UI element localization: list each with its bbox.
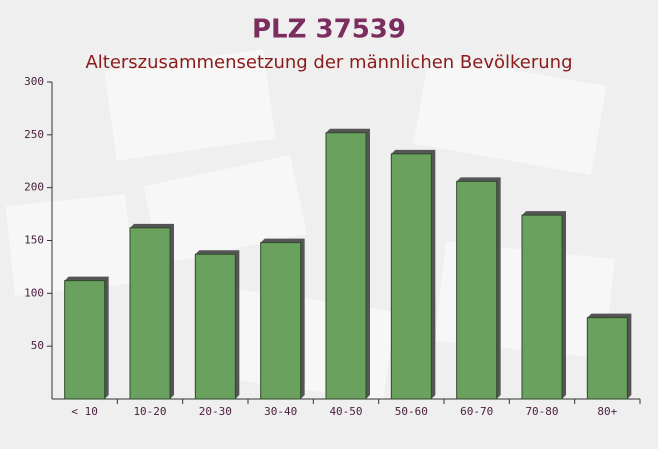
chart-subtitle: Alterszusammensetzung der männlichen Bev… (85, 52, 572, 73)
y-tick-label: 50 (31, 339, 44, 352)
x-tick-label: 20-30 (199, 405, 232, 418)
bar (390, 153, 432, 400)
y-tick-label: 100 (24, 286, 44, 299)
y-tick-label: 200 (24, 181, 44, 194)
x-tick-label: 40-50 (329, 405, 362, 418)
bar (456, 180, 498, 400)
x-tick-label: < 10 (71, 405, 98, 418)
x-tick-label: 80+ (597, 405, 617, 418)
x-tick-label: 10-20 (133, 405, 166, 418)
x-tick-label: 50-60 (395, 405, 428, 418)
x-tick-label: 30-40 (264, 405, 297, 418)
bar (64, 280, 106, 400)
bar (325, 132, 367, 400)
x-tick-label: 70-80 (525, 405, 558, 418)
y-tick-label: 250 (24, 128, 44, 141)
bar (586, 317, 628, 400)
chart-title: PLZ 37539 (252, 15, 406, 45)
bar (521, 214, 563, 400)
bar (129, 227, 171, 400)
y-tick-label: 150 (24, 234, 44, 247)
bar (260, 242, 302, 400)
bar (194, 253, 236, 400)
x-tick-label: 60-70 (460, 405, 493, 418)
y-tick-label: 300 (24, 75, 44, 88)
